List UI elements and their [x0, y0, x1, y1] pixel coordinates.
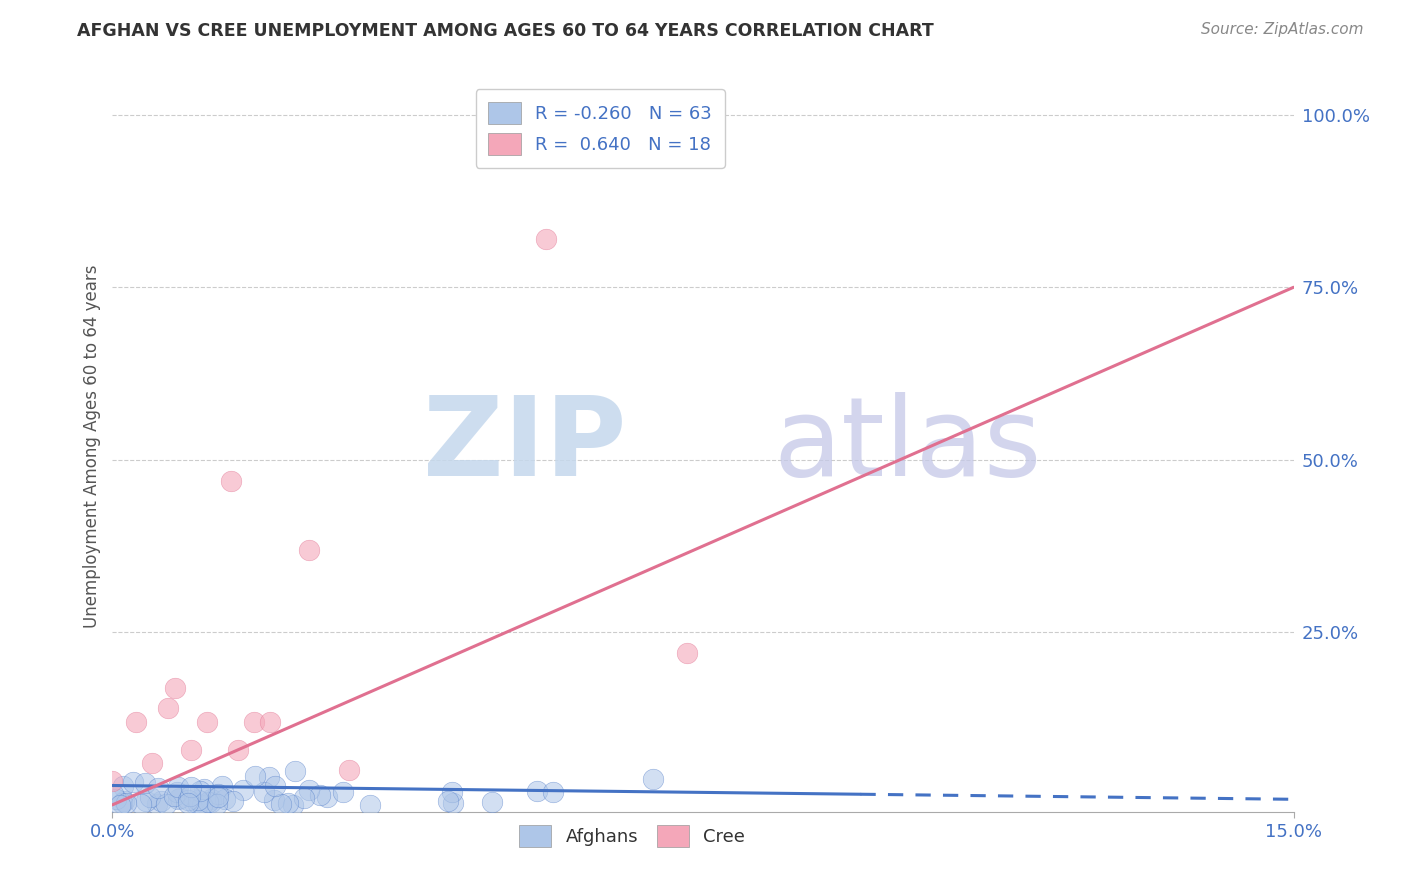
Point [177, 793, 200, 807]
Point [359, 797, 381, 812]
Text: ZIP: ZIP [423, 392, 626, 500]
Point [214, 792, 236, 806]
Point [111, 797, 134, 811]
Point [270, 797, 292, 811]
Point [200, 792, 222, 806]
Point [112, 794, 135, 808]
Point [169, 791, 191, 805]
Point [180, 742, 202, 756]
Point [105, 791, 128, 805]
Point [183, 796, 205, 810]
Point [316, 790, 339, 805]
Point [163, 789, 186, 803]
Point [156, 701, 179, 715]
Point [155, 797, 177, 812]
Point [292, 791, 315, 805]
Text: atlas: atlas [773, 392, 1042, 500]
Point [437, 794, 460, 808]
Point [129, 797, 152, 812]
Point [101, 787, 124, 801]
Point [141, 756, 163, 771]
Point [180, 780, 202, 794]
Point [264, 779, 287, 793]
Point [177, 796, 200, 810]
Text: Source: ZipAtlas.com: Source: ZipAtlas.com [1201, 22, 1364, 37]
Point [263, 792, 285, 806]
Point [643, 772, 665, 786]
Point [309, 788, 332, 802]
Point [337, 764, 360, 778]
Point [191, 797, 214, 812]
Point [219, 474, 242, 488]
Point [441, 784, 464, 798]
Point [298, 542, 321, 557]
Point [481, 795, 503, 809]
Point [187, 797, 209, 811]
Point [232, 783, 254, 797]
Point [165, 681, 187, 695]
Point [148, 780, 170, 795]
Point [134, 776, 156, 790]
Point [332, 785, 354, 799]
Point [257, 770, 280, 784]
Point [207, 787, 229, 801]
Point [112, 779, 135, 793]
Point [441, 796, 464, 810]
Point [125, 714, 148, 729]
Point [193, 781, 215, 796]
Point [207, 789, 229, 804]
Point [197, 795, 219, 809]
Point [149, 794, 172, 808]
Y-axis label: Unemployment Among Ages 60 to 64 years: Unemployment Among Ages 60 to 64 years [83, 264, 101, 628]
Point [277, 797, 299, 811]
Point [284, 764, 307, 779]
Legend: Afghans, Cree: Afghans, Cree [512, 817, 752, 854]
Point [526, 784, 548, 798]
Point [121, 775, 143, 789]
Point [222, 794, 245, 808]
Point [676, 646, 699, 660]
Point [534, 232, 557, 246]
Point [543, 785, 565, 799]
Point [243, 769, 266, 783]
Point [110, 797, 132, 812]
Point [200, 795, 222, 809]
Text: AFGHAN VS CREE UNEMPLOYMENT AMONG AGES 60 TO 64 YEARS CORRELATION CHART: AFGHAN VS CREE UNEMPLOYMENT AMONG AGES 6… [77, 22, 934, 40]
Point [298, 782, 321, 797]
Point [187, 792, 209, 806]
Point [115, 797, 138, 811]
Point [259, 714, 281, 729]
Point [281, 797, 304, 812]
Point [167, 780, 190, 795]
Point [207, 797, 229, 811]
Point [195, 714, 218, 729]
Point [243, 714, 266, 729]
Point [228, 742, 250, 756]
Point [166, 785, 188, 799]
Point [146, 797, 169, 811]
Point [135, 794, 157, 808]
Point [188, 783, 211, 797]
Point [179, 789, 201, 803]
Point [253, 785, 276, 799]
Point [138, 790, 160, 805]
Point [211, 779, 233, 793]
Point [101, 773, 124, 788]
Point [167, 791, 190, 805]
